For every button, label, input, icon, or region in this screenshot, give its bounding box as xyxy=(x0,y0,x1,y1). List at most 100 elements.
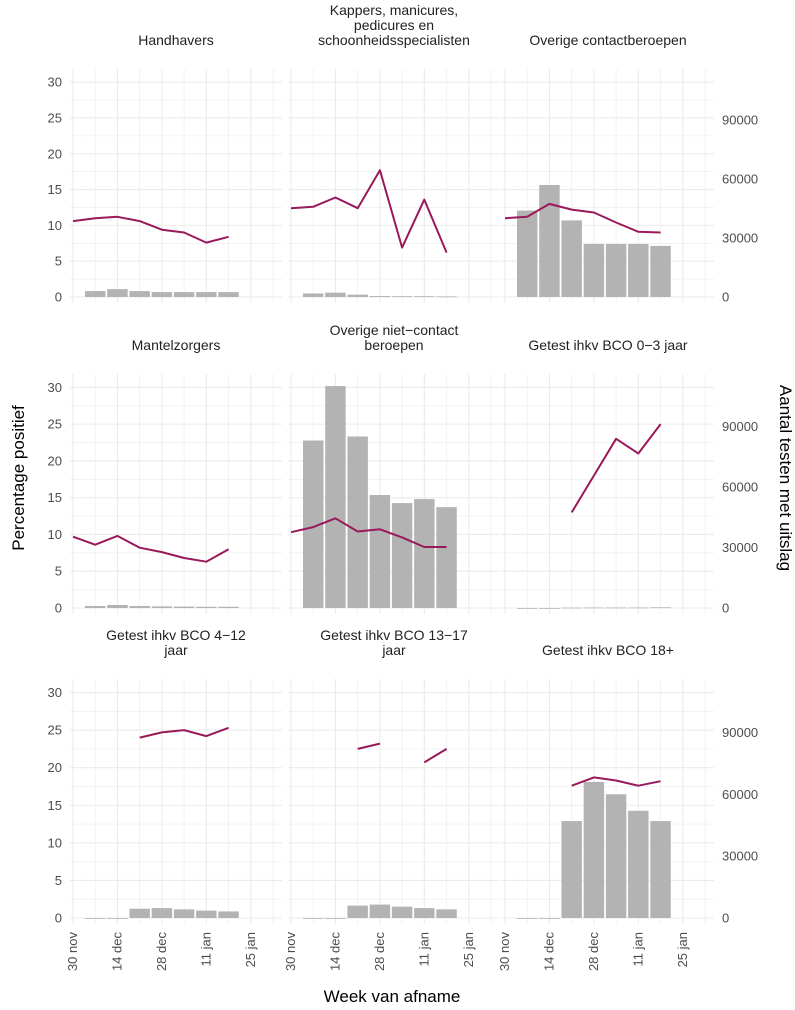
x-tick-label: 28 dec xyxy=(154,932,169,972)
bar xyxy=(218,292,239,297)
bar xyxy=(539,608,560,609)
series-line xyxy=(290,517,447,548)
bar xyxy=(605,243,627,297)
series-line xyxy=(139,726,229,739)
series-line xyxy=(504,202,661,234)
bar xyxy=(583,781,605,918)
bar xyxy=(561,821,582,918)
x-tick-label: 14 dec xyxy=(541,932,556,972)
bar xyxy=(173,292,195,297)
bar xyxy=(347,294,368,297)
bar xyxy=(151,606,173,608)
bar xyxy=(303,440,324,608)
bar xyxy=(129,605,150,608)
y-tick-label: 20 xyxy=(48,453,62,468)
bar xyxy=(605,794,627,918)
bar xyxy=(517,210,538,297)
y2-tick-label: 30000 xyxy=(722,231,758,246)
bar xyxy=(605,607,627,609)
bar xyxy=(539,918,560,919)
y-tick-label: 5 xyxy=(55,564,62,579)
panel-title: Handhavers xyxy=(138,32,214,48)
y-tick-label: 10 xyxy=(48,218,62,233)
x-tick-label: 25 jan xyxy=(243,932,258,967)
bar xyxy=(196,292,217,297)
y-tick-label: 10 xyxy=(48,835,62,850)
y-tick-label: 0 xyxy=(55,290,62,305)
x-tick-label: 11 jan xyxy=(198,932,213,966)
x-axis-title: Week van afname xyxy=(324,987,461,1006)
y-tick-label: 15 xyxy=(48,490,62,505)
bar xyxy=(561,220,582,297)
panel-1: Handhavers 0 5 10 15 20 25 30 xyxy=(48,32,282,305)
bar xyxy=(517,608,538,609)
panel-3: Overige contactberoepen 0 30000 60000 90000 xyxy=(502,32,758,305)
bar xyxy=(414,908,435,918)
bar xyxy=(129,908,150,918)
plot-layer: Handhavers 0 5 10 15 20 25 30 Kappers, manicures… xyxy=(48,2,759,971)
y2-tick-label: 0 xyxy=(722,290,729,305)
panel-title: Overige contactberoepen xyxy=(529,32,686,48)
y2-tick-label: 60000 xyxy=(722,787,758,802)
panel-title: jaar xyxy=(163,642,188,658)
y-tick-label: 5 xyxy=(55,254,62,269)
y-tick-label: 5 xyxy=(55,873,62,888)
bar xyxy=(628,810,649,918)
bar xyxy=(436,296,457,298)
bar xyxy=(347,436,368,608)
bar xyxy=(85,605,106,608)
bar xyxy=(583,607,605,609)
bar xyxy=(650,607,671,609)
bar xyxy=(517,918,538,919)
x-tick-label: 30 nov xyxy=(497,932,512,972)
bar xyxy=(85,918,106,919)
bar xyxy=(561,607,582,609)
series-line xyxy=(72,215,229,244)
panel-9: Getest ihkv BCO 18+ 0 30000 60000 90000 30 no… xyxy=(497,642,758,971)
bar xyxy=(628,243,649,297)
x-tick-label: 14 dec xyxy=(109,932,124,972)
panel-title: jaar xyxy=(381,642,406,658)
y-tick-label: 25 xyxy=(48,723,62,738)
bar xyxy=(414,296,435,298)
bar xyxy=(391,296,413,298)
y2-tick-label: 0 xyxy=(722,911,729,926)
bar xyxy=(325,292,346,297)
y2-axis-title: Aantal testen met uitslag xyxy=(776,385,795,571)
panel-title: schoonheidsspecialisten xyxy=(318,32,470,48)
y-tick-label: 15 xyxy=(48,798,62,813)
bar xyxy=(650,821,671,918)
bar xyxy=(196,606,217,608)
bar xyxy=(650,245,671,297)
y-tick-label: 10 xyxy=(48,527,62,542)
panel-title: Mantelzorgers xyxy=(132,337,221,353)
bar xyxy=(325,386,346,608)
bar xyxy=(85,291,106,297)
bar xyxy=(628,607,649,609)
x-tick-label: 25 jan xyxy=(675,932,690,967)
bar xyxy=(151,292,173,297)
y-tick-label: 20 xyxy=(48,146,62,161)
series-line xyxy=(571,776,661,787)
panel-5: Overige niet−contactberoepen xyxy=(288,322,500,614)
panel-6: Getest ihkv BCO 0−3 jaar 0 30000 60000 90000 xyxy=(502,337,758,616)
y2-tick-label: 90000 xyxy=(722,113,758,128)
bar xyxy=(173,606,195,608)
x-tick-label: 14 dec xyxy=(327,932,342,972)
bar xyxy=(391,503,413,608)
panel-title: pedicures en xyxy=(354,17,434,33)
y-axis-title: Percentage positief xyxy=(9,405,28,551)
panel-title: beroepen xyxy=(364,337,423,353)
panel-title: Getest ihkv BCO 18+ xyxy=(542,642,674,658)
bar xyxy=(196,910,217,918)
bar xyxy=(436,507,457,608)
panel-title: Getest ihkv BCO 13−17 xyxy=(320,627,468,643)
bar xyxy=(303,918,324,919)
panel-title: Getest ihkv BCO 0−3 jaar xyxy=(528,337,687,353)
series-line xyxy=(570,423,662,513)
y-tick-label: 0 xyxy=(55,911,62,926)
bar xyxy=(218,606,239,608)
bar xyxy=(414,499,435,608)
bar xyxy=(436,909,457,918)
panel-title: Kappers, manicures, xyxy=(330,2,458,18)
